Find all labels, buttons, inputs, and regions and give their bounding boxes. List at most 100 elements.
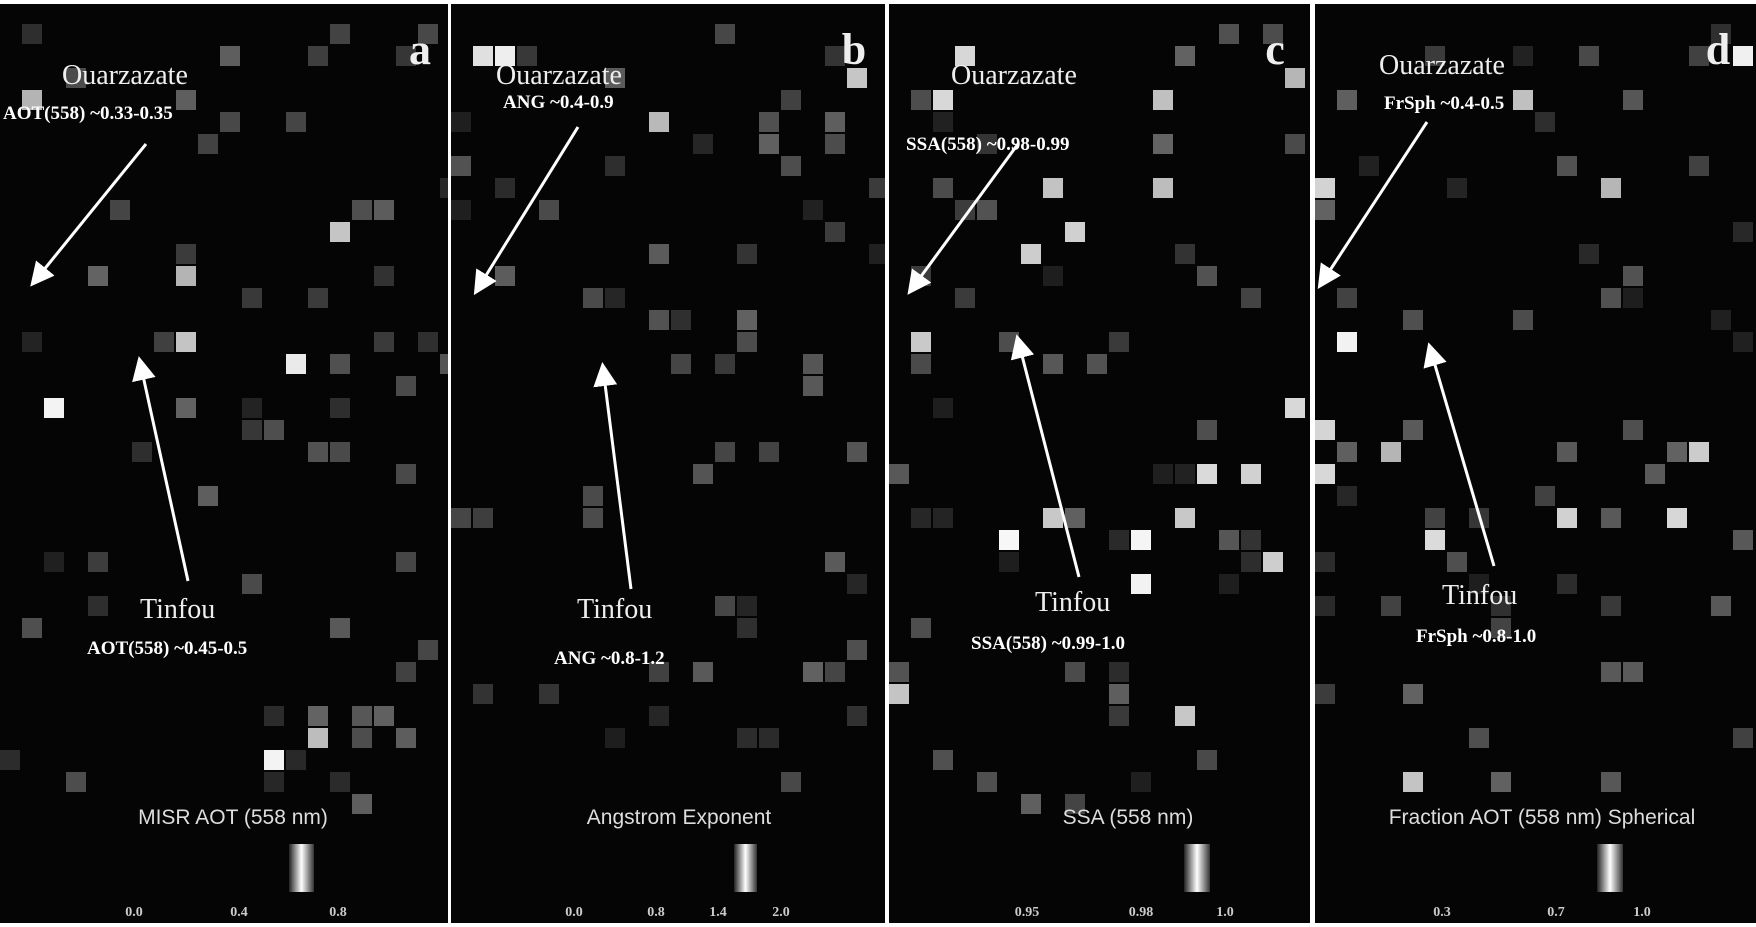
pixel [286, 112, 306, 132]
pixel [1131, 574, 1151, 594]
pixel [1733, 728, 1753, 748]
pixel [1043, 354, 1063, 374]
panel-letter: c [1265, 25, 1285, 74]
pixel [999, 530, 1019, 550]
pixel [286, 354, 306, 374]
pixel [88, 596, 108, 616]
arrow [1018, 340, 1079, 577]
pixel [1711, 596, 1731, 616]
pixel [825, 112, 845, 132]
pixel [1285, 134, 1305, 154]
pixel [1065, 508, 1085, 528]
pixel [649, 706, 669, 726]
pixel [911, 618, 931, 638]
pixel [1219, 24, 1239, 44]
site-name: Tinfou [1035, 587, 1110, 618]
pixel [1263, 552, 1283, 572]
pixel [605, 728, 625, 748]
arrow [140, 362, 188, 581]
colorbar-tick-label: 0.0 [125, 905, 143, 920]
pixel [889, 684, 909, 704]
pixel [110, 200, 130, 220]
pixel [649, 310, 669, 330]
site-name: Ouarzazate [496, 60, 622, 91]
pixel [22, 332, 42, 352]
colorbar-tick-label: 0.95 [1015, 905, 1040, 920]
pixel [1579, 244, 1599, 264]
pixel [825, 222, 845, 242]
colorbar-tick-label: 0.0 [565, 905, 583, 920]
pixel [1557, 574, 1577, 594]
pixel [933, 90, 953, 110]
pixel [847, 640, 867, 660]
pixel [825, 134, 845, 154]
pixel [1623, 90, 1643, 110]
pixel [1711, 310, 1731, 330]
pixel [374, 332, 394, 352]
pixel [176, 398, 196, 418]
pixel [911, 90, 931, 110]
pixel [1535, 112, 1555, 132]
panel-letter: b [842, 25, 866, 74]
pixel [825, 552, 845, 572]
pixel [1557, 508, 1577, 528]
pixel [649, 244, 669, 264]
pixel [1043, 178, 1063, 198]
pixel [759, 728, 779, 748]
pixel [1447, 552, 1467, 572]
pixel [803, 200, 823, 220]
pixel [1337, 332, 1357, 352]
pixel [330, 442, 350, 462]
pixel [539, 684, 559, 704]
colorbar-tick-label: 0.8 [647, 905, 665, 920]
pixel [1623, 420, 1643, 440]
panel-letter: d [1706, 25, 1730, 74]
pixel [1131, 530, 1151, 550]
pixel [1315, 464, 1335, 484]
pixel [330, 24, 350, 44]
pixel [418, 640, 438, 660]
pixel [911, 332, 931, 352]
pixel [825, 662, 845, 682]
pixel [176, 244, 196, 264]
pixel [759, 442, 779, 462]
pixel [1285, 398, 1305, 418]
pixel [198, 486, 218, 506]
panel-letter: a [409, 25, 431, 74]
pixel [1601, 772, 1621, 792]
pixel [1381, 596, 1401, 616]
pixel [715, 442, 735, 462]
pixel [803, 354, 823, 374]
pixel [803, 662, 823, 682]
pixel [1557, 442, 1577, 462]
site-value: FrSph ~0.4-0.5 [1384, 93, 1504, 114]
pixel [1667, 508, 1687, 528]
pixel [933, 750, 953, 770]
pixel [1175, 46, 1195, 66]
map-panel: cOuarzazateSSA(558) ~0.98-0.99TinfouSSA(… [889, 4, 1310, 923]
pixel [308, 46, 328, 66]
pixel [352, 200, 372, 220]
colorbar [734, 844, 757, 892]
pixel [352, 706, 372, 726]
pixel [330, 354, 350, 374]
colorbar [1184, 844, 1210, 892]
pixel [1043, 508, 1063, 528]
pixel [1601, 508, 1621, 528]
site-name: Ouarzazate [62, 60, 188, 91]
pixel [781, 156, 801, 176]
pixel [473, 46, 493, 66]
pixel [1425, 530, 1445, 550]
pixel [1733, 46, 1753, 66]
pixel [44, 552, 64, 572]
pixel [539, 200, 559, 220]
pixel [396, 464, 416, 484]
colorbar-tick-label: 0.4 [230, 905, 248, 920]
pixel [1285, 68, 1305, 88]
pixel [693, 464, 713, 484]
pixel [781, 90, 801, 110]
pixel [1241, 288, 1261, 308]
pixel [1733, 332, 1753, 352]
pixel [132, 442, 152, 462]
